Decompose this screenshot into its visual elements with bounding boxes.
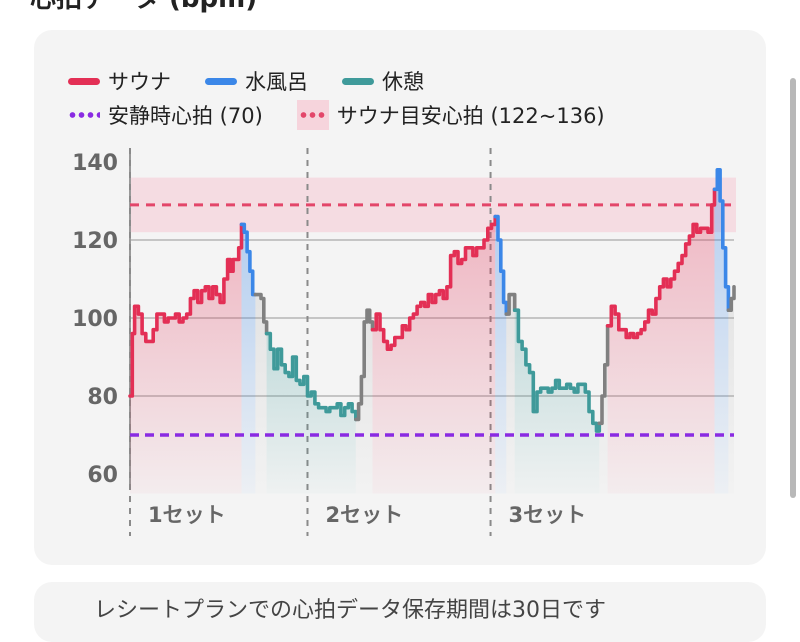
legend-rest-label: 休憩 [382, 70, 424, 94]
y-tick-label-60: 60 [87, 463, 118, 488]
legend-resting-hr[interactable]: 安静時心拍 (70) [68, 100, 263, 130]
series-line-layer [128, 168, 736, 433]
cold-line-2 [239, 222, 258, 297]
legend-sauna-swatch [68, 77, 100, 85]
rest-line-4 [264, 331, 358, 422]
sauna-area-6 [372, 216, 496, 494]
transition-area-8 [506, 294, 515, 494]
transition-line-3 [253, 292, 269, 336]
legend-row-1: サウナ 水風呂 休憩 [68, 66, 458, 96]
tick-label-layer: 1セット 2セット 3セット 60 80 100 120 140 [72, 151, 586, 527]
legend-target-hr-label: サウナ目安心拍 (122~136) [336, 104, 605, 128]
page-header: 心拍データ (bpm) [30, 0, 770, 18]
scrollbar[interactable] [790, 78, 796, 498]
sauna-line-6 [370, 214, 497, 351]
transition-line-8 [504, 292, 517, 316]
reference-line-layer [130, 203, 734, 437]
rest-area-9 [514, 310, 600, 494]
legend-sauna-label: サウナ [108, 70, 171, 94]
cold-line-12 [712, 168, 731, 312]
y-tick-label-140: 140 [72, 151, 118, 176]
transition-line-5 [354, 308, 375, 422]
legend-cold-bath[interactable]: 水風呂 [205, 66, 308, 96]
legend-cold-bath-swatch [205, 77, 237, 85]
set-label-1: 1セット [148, 503, 226, 527]
transition-area-3 [255, 294, 267, 494]
sauna-line-1 [128, 222, 244, 398]
rest-line-9 [512, 308, 602, 433]
transition-line-10 [597, 324, 610, 426]
heart-rate-chart: 1セット 2セット 3セット 60 80 100 120 140 [72, 148, 736, 536]
legend-row-2: 安静時心拍 (70) サウナ目安心拍 (122~136) [68, 100, 639, 130]
set-label-3: 3セット [509, 503, 587, 527]
legend-resting-hr-swatch [68, 112, 100, 118]
cold-line-7 [493, 214, 509, 316]
retention-notice-text: レシートプランでの心拍データ保存期間は30日です [94, 598, 606, 623]
legend-target-hr[interactable]: サウナ目安心拍 (122~136) [296, 100, 605, 130]
legend-resting-hr-label: 安静時心拍 (70) [108, 104, 263, 128]
sauna-line-11 [605, 187, 717, 340]
legend-sauna[interactable]: サウナ [68, 66, 171, 96]
transition-line-13 [726, 285, 736, 312]
retention-notice-card: レシートプランでの心拍データ保存期間は30日です [34, 582, 766, 642]
transition-area-13 [728, 286, 734, 494]
transition-area-5 [355, 310, 373, 494]
y-tick-label-80: 80 [87, 385, 118, 410]
legend-rest-swatch [342, 77, 374, 85]
y-tick-label-120: 120 [72, 229, 118, 254]
sauna-area-11 [607, 189, 715, 494]
sauna-area-1 [130, 224, 242, 494]
page-title: 心拍データ (bpm) [30, 0, 257, 15]
y-tick-label-100: 100 [72, 307, 118, 332]
legend-rest[interactable]: 休憩 [342, 66, 424, 96]
set-label-2: 2セット [325, 503, 403, 527]
legend-target-hr-swatch [296, 100, 329, 130]
legend-cold-bath-label: 水風呂 [245, 70, 308, 94]
